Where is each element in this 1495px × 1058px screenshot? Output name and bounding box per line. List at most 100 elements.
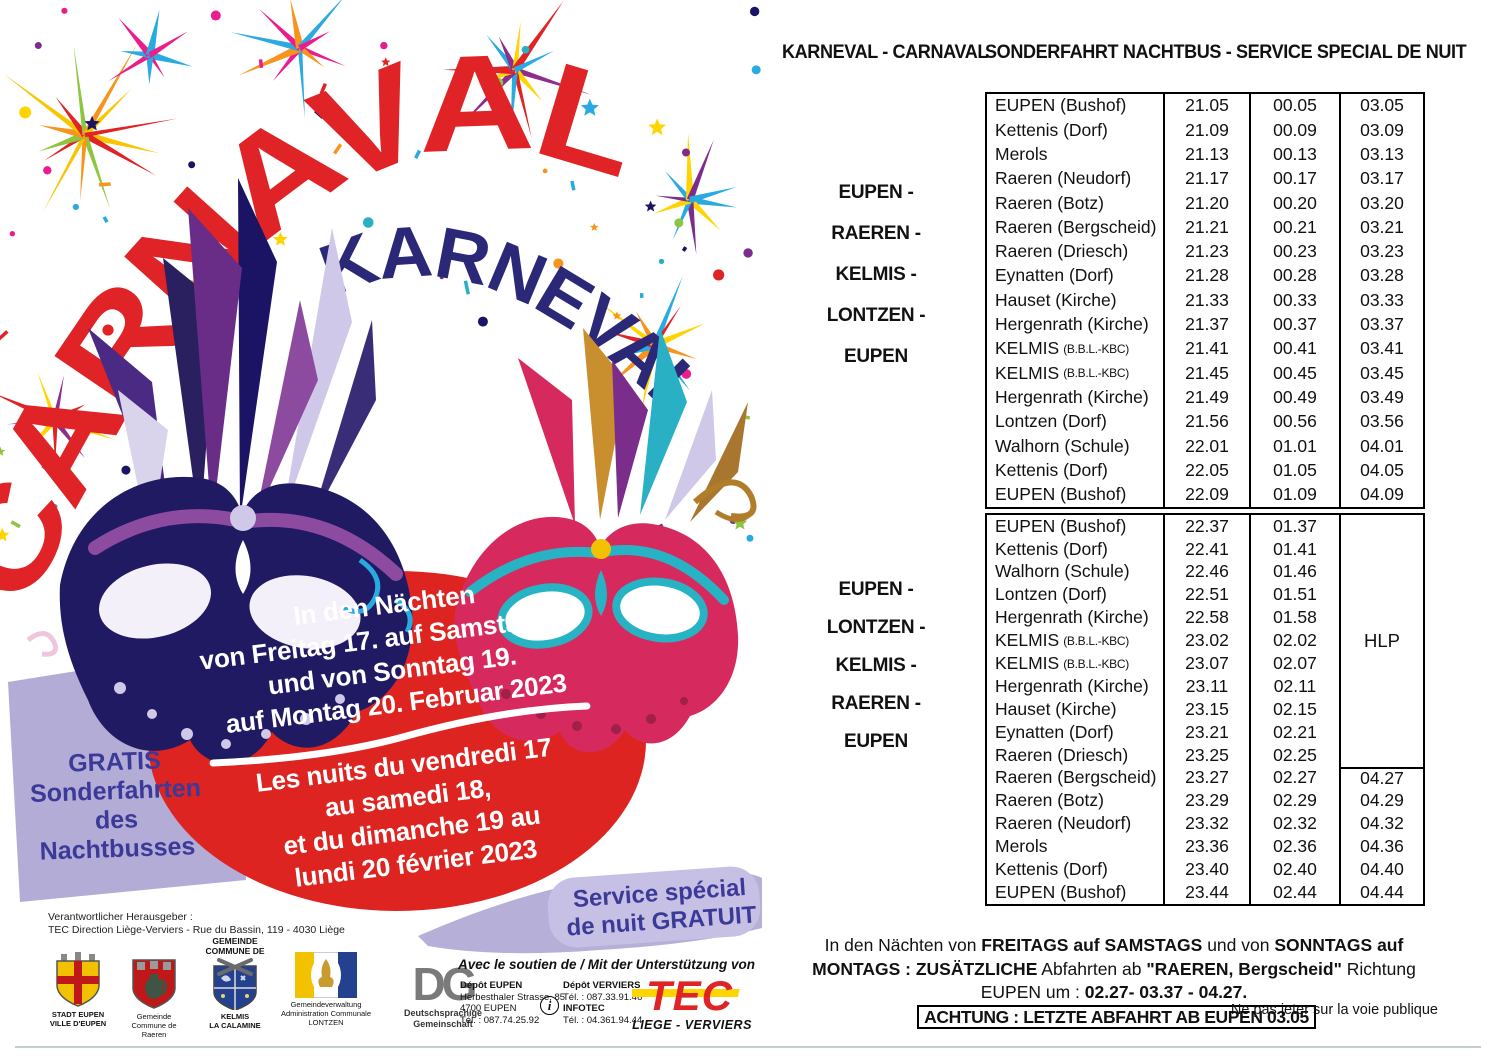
text-line: STADT EUPEN bbox=[51, 1010, 105, 1019]
time-cell: 03.17 bbox=[1339, 166, 1423, 192]
eupen-crest-icon bbox=[56, 952, 100, 1007]
time-cell: 04.27 bbox=[1339, 766, 1423, 790]
time-cell: 00.17 bbox=[1249, 166, 1339, 192]
time-cell: 01.01 bbox=[1249, 434, 1339, 459]
time-cell: 23.29 bbox=[1163, 789, 1249, 813]
footer-segment: Richtung bbox=[1341, 958, 1416, 979]
text-line: COMMUNE DE bbox=[205, 946, 265, 956]
route-label-return: EUPEN - LONTZEN - KELMIS - RAEREN - EUPEN bbox=[778, 571, 974, 761]
footer-line: EUPEN um : 02.27- 03.37 - 04.27.ACHTUNG … bbox=[788, 981, 1440, 1029]
time-cell: 00.37 bbox=[1249, 312, 1339, 337]
text-line: RAEREN - bbox=[831, 223, 921, 244]
publisher-note: Verantwortlicher Herausgeber : TEC Direct… bbox=[48, 911, 345, 937]
text-line: GEMEINDE bbox=[212, 936, 258, 946]
footer-segment: Abfahrten ab bbox=[1037, 958, 1147, 979]
time-cell: 03.33 bbox=[1339, 288, 1423, 313]
time-cell: 21.49 bbox=[1163, 385, 1249, 410]
text-line: Gemeinde bbox=[136, 1012, 172, 1021]
tec-logo-icon: TEC bbox=[632, 972, 740, 1018]
stop-name-cell: Raeren (Botz) bbox=[995, 192, 1104, 213]
text-line: KELMIS - bbox=[835, 264, 917, 285]
footer-segment: FREITAGS auf SAMSTAGS bbox=[981, 935, 1203, 955]
time-cell: 22.09 bbox=[1163, 482, 1249, 507]
time-cell: 00.20 bbox=[1249, 191, 1339, 216]
time-cell: 03.28 bbox=[1339, 264, 1423, 289]
logo-raeren: Gemeinde Commune de Raeren bbox=[116, 958, 192, 1039]
time-cell: 03.05 bbox=[1339, 94, 1423, 119]
time-cell: 01.09 bbox=[1249, 482, 1339, 507]
time-cell: 22.46 bbox=[1163, 560, 1249, 584]
stop-name-cell: EUPEN (Bushof) bbox=[995, 484, 1127, 505]
time-cell: 21.41 bbox=[1163, 336, 1249, 362]
raeren-crest-icon bbox=[132, 959, 176, 1009]
stop-name-cell: Eynatten (Dorf) bbox=[995, 265, 1114, 286]
header-sonderfahrt-nachtbus: SONDERFAHRT NACHTBUS - SERVICE SPECIAL D… bbox=[985, 42, 1467, 63]
time-cell: 03.37 bbox=[1339, 312, 1423, 337]
time-cell: 04.32 bbox=[1339, 812, 1423, 836]
info-icon: i bbox=[540, 996, 559, 1015]
text-line: Gemeinschaft bbox=[413, 1018, 473, 1029]
time-cell: 02.11 bbox=[1249, 675, 1339, 699]
footer-segment: EUPEN um : bbox=[980, 982, 1085, 1002]
time-cell: 22.37 bbox=[1163, 515, 1249, 538]
svg-text:TEC: TEC bbox=[646, 972, 733, 1018]
text-line: Dépôt EUPEN bbox=[460, 980, 523, 991]
gratis-label: GRATIS Sonderfahrten des Nachtbusses bbox=[24, 745, 208, 867]
time-cell: 22.05 bbox=[1163, 458, 1249, 483]
stop-name-cell: Kettenis (Dorf) bbox=[995, 119, 1108, 140]
text-line: Gemeindeverwaltung bbox=[290, 1000, 362, 1009]
time-cell: 03.09 bbox=[1339, 118, 1423, 143]
time-cell: 02.27 bbox=[1249, 766, 1339, 790]
stop-name-cell: Hergenrath (Kirche) bbox=[995, 675, 1149, 696]
footer-segment: und von bbox=[1202, 935, 1275, 955]
time-cell: 04.09 bbox=[1339, 482, 1423, 507]
kelmis-crest-icon bbox=[213, 958, 257, 1010]
time-cell: 00.33 bbox=[1249, 288, 1339, 313]
time-cell: 23.27 bbox=[1163, 766, 1249, 790]
time-cell: 02.21 bbox=[1249, 720, 1339, 744]
time-cell: 01.05 bbox=[1249, 458, 1339, 483]
stop-name-cell: KELMIS (B.B.L.-KBC) bbox=[995, 630, 1129, 651]
time-cell: 22.41 bbox=[1163, 537, 1249, 561]
text-line: Tél. : 087.74.25.92 bbox=[460, 1014, 540, 1026]
time-cell: 02.29 bbox=[1249, 789, 1339, 813]
footer-line: In den Nächten von FREITAGS auf SAMSTAGS… bbox=[788, 934, 1440, 958]
stop-name-cell: Lontzen (Dorf) bbox=[995, 411, 1107, 432]
tec-logo-subtext: LIEGE - VERVIERS bbox=[632, 1018, 752, 1032]
time-cell: 03.13 bbox=[1339, 142, 1423, 167]
time-cell: 21.33 bbox=[1163, 288, 1249, 313]
text-line: Dépôt VERVIERS bbox=[563, 980, 641, 991]
time-cell: 23.36 bbox=[1163, 835, 1249, 859]
time-cell: 23.25 bbox=[1163, 743, 1249, 767]
time-cell: 00.45 bbox=[1249, 361, 1339, 386]
time-cell: 00.56 bbox=[1249, 409, 1339, 435]
time-cell: 21.21 bbox=[1163, 215, 1249, 240]
footer-segment: MONTAGS : ZUSÄTZLICHE bbox=[812, 958, 1038, 979]
text-line: EUPEN bbox=[844, 346, 908, 367]
time-cell: 03.45 bbox=[1339, 361, 1423, 386]
time-cell: 02.44 bbox=[1249, 881, 1339, 904]
stop-name-cell: EUPEN (Bushof) bbox=[995, 515, 1127, 536]
text-line: KELMIS bbox=[220, 1012, 250, 1021]
text-line: LONTZEN - bbox=[826, 617, 926, 638]
time-cell: 21.05 bbox=[1163, 94, 1249, 119]
footer-segment: 02.27- 03.37 - 04.27. bbox=[1084, 982, 1248, 1002]
time-cell: 01.58 bbox=[1249, 606, 1339, 630]
header-karneval-carnaval: KARNEVAL - CARNAVAL bbox=[782, 42, 989, 63]
achtung-box: ACHTUNG : LETZTE ABFAHRT AB EUPEN 03.05 bbox=[917, 1004, 1316, 1029]
time-cell: 23.15 bbox=[1163, 698, 1249, 721]
stop-name-cell: Kettenis (Dorf) bbox=[995, 459, 1108, 480]
time-cell: 04.29 bbox=[1339, 789, 1423, 813]
text-line: Raeren bbox=[141, 1030, 167, 1039]
footer-segment: "RAEREN, Bergscheid" bbox=[1146, 958, 1342, 979]
time-cell: 21.23 bbox=[1163, 239, 1249, 265]
time-cell: 02.36 bbox=[1249, 835, 1339, 859]
stop-name-cell: Raeren (Botz) bbox=[995, 790, 1104, 811]
stop-name-cell: KELMIS (B.B.L.-KBC) bbox=[995, 652, 1129, 673]
text-line: Deutschsprachige bbox=[403, 1008, 483, 1018]
depot-eupen-info: Dépôt EUPEN Herbesthaler Strasse, 85 4700 … bbox=[460, 980, 565, 1026]
time-cell: 23.11 bbox=[1163, 675, 1249, 699]
hlp-cell: HLP bbox=[1339, 515, 1423, 767]
depot-verviers-info: Dépôt VERVIERS Tél. : 087.33.91.46 INFOTEC… bbox=[563, 980, 642, 1026]
